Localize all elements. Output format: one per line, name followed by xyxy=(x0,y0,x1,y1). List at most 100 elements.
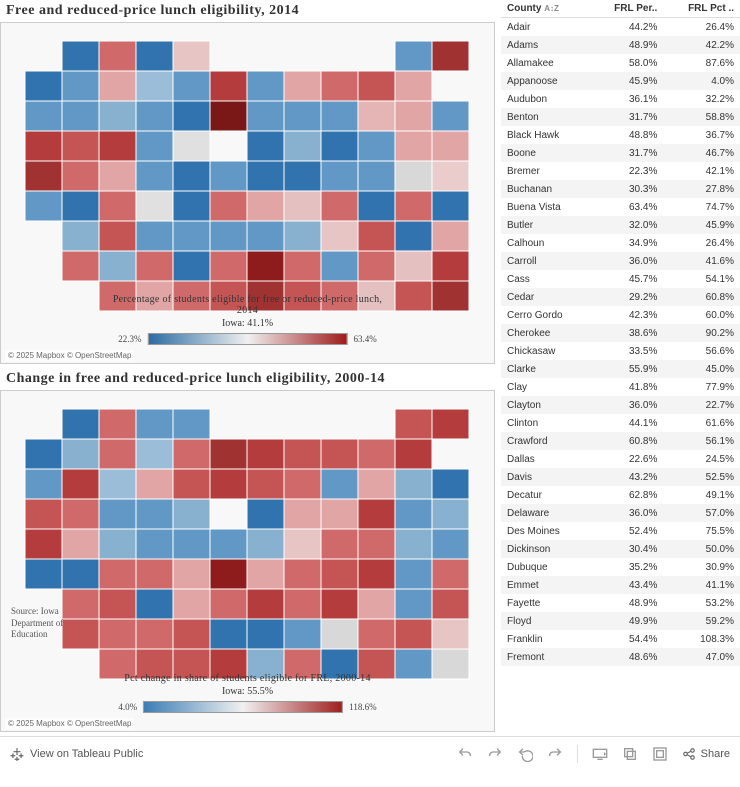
table-row[interactable]: Calhoun 34.9% 26.4% xyxy=(501,234,740,252)
county-cell[interactable] xyxy=(284,251,321,281)
county-cell[interactable] xyxy=(358,161,395,191)
county-cell[interactable] xyxy=(247,499,284,529)
county-cell[interactable] xyxy=(99,71,136,101)
county-cell[interactable] xyxy=(395,221,432,251)
county-cell[interactable] xyxy=(284,529,321,559)
table-row[interactable]: Black Hawk 48.8% 36.7% xyxy=(501,126,740,144)
county-cell[interactable] xyxy=(321,101,358,131)
table-row[interactable]: Carroll 36.0% 41.6% xyxy=(501,252,740,270)
county-cell[interactable] xyxy=(136,619,173,649)
county-cell[interactable] xyxy=(136,41,173,71)
table-row[interactable]: Fayette 48.9% 53.2% xyxy=(501,594,740,612)
fullscreen-icon[interactable] xyxy=(652,746,668,762)
county-cell[interactable] xyxy=(173,71,210,101)
county-cell[interactable] xyxy=(99,191,136,221)
county-cell[interactable] xyxy=(62,529,99,559)
county-cell[interactable] xyxy=(99,161,136,191)
county-cell[interactable] xyxy=(432,41,469,71)
county-cell[interactable] xyxy=(62,221,99,251)
county-cell[interactable] xyxy=(284,131,321,161)
county-cell[interactable] xyxy=(62,439,99,469)
county-cell[interactable] xyxy=(210,469,247,499)
table-row[interactable]: Cerro Gordo 42.3% 60.0% xyxy=(501,306,740,324)
county-cell[interactable] xyxy=(395,439,432,469)
county-cell[interactable] xyxy=(395,71,432,101)
county-cell[interactable] xyxy=(247,221,284,251)
county-cell[interactable] xyxy=(173,559,210,589)
county-cell[interactable] xyxy=(210,589,247,619)
county-cell[interactable] xyxy=(358,439,395,469)
table-row[interactable]: Adams 48.9% 42.2% xyxy=(501,36,740,54)
county-cell[interactable] xyxy=(99,469,136,499)
map2-panel[interactable]: Source: IowaDepartment ofEducation Pct c… xyxy=(0,390,495,732)
county-cell[interactable] xyxy=(62,559,99,589)
county-cell[interactable] xyxy=(210,619,247,649)
county-cell[interactable] xyxy=(247,619,284,649)
county-cell[interactable] xyxy=(395,131,432,161)
county-cell[interactable] xyxy=(136,71,173,101)
county-cell[interactable] xyxy=(62,191,99,221)
redo-icon[interactable] xyxy=(487,746,503,762)
county-cell[interactable] xyxy=(432,649,469,679)
county-cell[interactable] xyxy=(99,529,136,559)
county-cell[interactable] xyxy=(432,161,469,191)
county-cell[interactable] xyxy=(395,529,432,559)
county-cell[interactable] xyxy=(99,41,136,71)
county-cell[interactable] xyxy=(432,131,469,161)
table-row[interactable]: Dallas 22.6% 24.5% xyxy=(501,450,740,468)
table-row[interactable]: Buchanan 30.3% 27.8% xyxy=(501,180,740,198)
county-table[interactable]: County A↕Z FRL Per.. FRL Pct .. Adair 44… xyxy=(501,0,740,666)
county-cell[interactable] xyxy=(136,221,173,251)
table-row[interactable]: Clay 41.8% 77.9% xyxy=(501,378,740,396)
county-cell[interactable] xyxy=(62,499,99,529)
revert-icon[interactable] xyxy=(517,746,533,762)
county-cell[interactable] xyxy=(432,101,469,131)
county-cell[interactable] xyxy=(99,131,136,161)
table-row[interactable]: Appanoose 45.9% 4.0% xyxy=(501,72,740,90)
county-cell[interactable] xyxy=(25,469,62,499)
county-cell[interactable] xyxy=(173,589,210,619)
county-cell[interactable] xyxy=(247,439,284,469)
county-cell[interactable] xyxy=(395,469,432,499)
county-cell[interactable] xyxy=(284,161,321,191)
view-on-tableau-button[interactable]: View on Tableau Public xyxy=(10,747,143,761)
county-cell[interactable] xyxy=(210,71,247,101)
county-cell[interactable] xyxy=(136,559,173,589)
county-cell[interactable] xyxy=(284,191,321,221)
county-cell[interactable] xyxy=(136,191,173,221)
county-cell[interactable] xyxy=(395,619,432,649)
county-cell[interactable] xyxy=(25,499,62,529)
th-frl-pct[interactable]: FRL Pct .. xyxy=(663,0,740,18)
county-cell[interactable] xyxy=(62,41,99,71)
table-row[interactable]: Cherokee 38.6% 90.2% xyxy=(501,324,740,342)
county-cell[interactable] xyxy=(321,439,358,469)
county-cell[interactable] xyxy=(136,589,173,619)
county-cell[interactable] xyxy=(247,161,284,191)
county-cell[interactable] xyxy=(321,469,358,499)
table-row[interactable]: Chickasaw 33.5% 56.6% xyxy=(501,342,740,360)
table-row[interactable]: Cedar 29.2% 60.8% xyxy=(501,288,740,306)
table-row[interactable]: Audubon 36.1% 32.2% xyxy=(501,90,740,108)
table-row[interactable]: Boone 31.7% 46.7% xyxy=(501,144,740,162)
county-cell[interactable] xyxy=(358,71,395,101)
county-cell[interactable] xyxy=(62,469,99,499)
county-cell[interactable] xyxy=(432,409,469,439)
county-cell[interactable] xyxy=(321,71,358,101)
table-row[interactable]: Clinton 44.1% 61.6% xyxy=(501,414,740,432)
table-row[interactable]: Dubuque 35.2% 30.9% xyxy=(501,558,740,576)
county-cell[interactable] xyxy=(210,161,247,191)
county-cell[interactable] xyxy=(99,221,136,251)
county-cell[interactable] xyxy=(395,101,432,131)
table-row[interactable]: Davis 43.2% 52.5% xyxy=(501,468,740,486)
county-cell[interactable] xyxy=(358,559,395,589)
county-cell[interactable] xyxy=(358,191,395,221)
county-cell[interactable] xyxy=(25,439,62,469)
county-cell[interactable] xyxy=(136,251,173,281)
county-cell[interactable] xyxy=(247,71,284,101)
county-cell[interactable] xyxy=(247,251,284,281)
county-cell[interactable] xyxy=(395,589,432,619)
county-cell[interactable] xyxy=(210,101,247,131)
table-row[interactable]: Clayton 36.0% 22.7% xyxy=(501,396,740,414)
county-cell[interactable] xyxy=(99,439,136,469)
table-row[interactable]: Delaware 36.0% 57.0% xyxy=(501,504,740,522)
